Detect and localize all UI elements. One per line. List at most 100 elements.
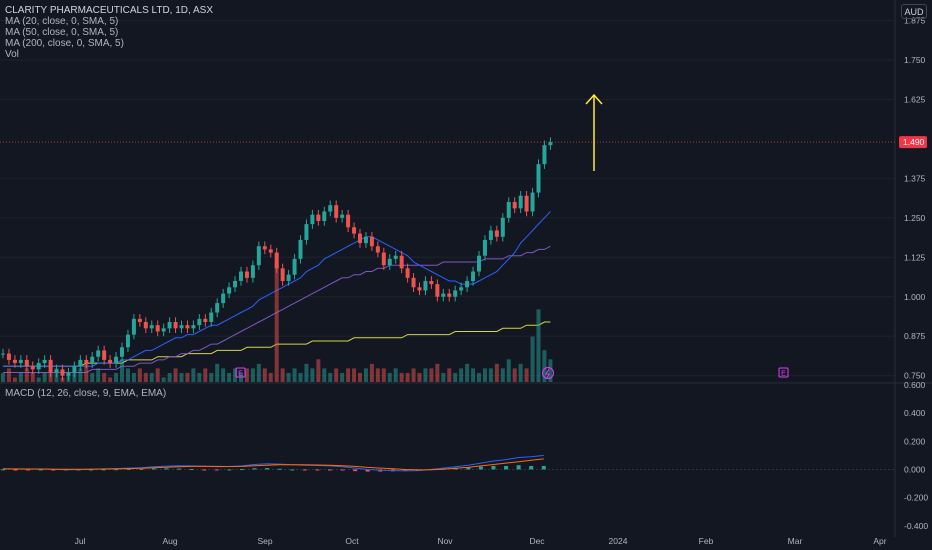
volume-bar xyxy=(173,368,178,382)
candle-body xyxy=(233,280,238,288)
time-tick-label: 2024 xyxy=(609,536,628,546)
volume-bar xyxy=(227,372,232,382)
volume-bar xyxy=(512,368,517,382)
price-tick-label: 1.625 xyxy=(904,94,926,104)
volume-bar xyxy=(197,372,202,382)
candle-body xyxy=(358,233,362,244)
price-tick-label: 0.750 xyxy=(904,371,926,381)
candle-body xyxy=(131,318,136,335)
macd-histogram-bar xyxy=(277,468,282,470)
volume-bar xyxy=(471,368,476,382)
candle-body xyxy=(298,239,303,259)
volume-bar xyxy=(352,368,357,382)
time-tick-label: Feb xyxy=(699,536,714,546)
time-tick-label: Nov xyxy=(437,536,453,546)
volume-bar xyxy=(102,372,107,382)
legend-vol[interactable]: Vol xyxy=(5,49,19,60)
candle-body xyxy=(1,353,5,355)
volume-bar xyxy=(12,377,17,382)
volume-bar xyxy=(274,264,279,382)
volume-bar xyxy=(1,372,5,382)
macd-histogram-bar xyxy=(265,468,270,470)
candle-body xyxy=(536,164,541,193)
macd-histogram-bar xyxy=(26,469,31,471)
earnings-badge xyxy=(778,367,789,378)
candle-body xyxy=(143,322,148,329)
macd-tick-label: -0.200 xyxy=(904,493,928,503)
macd-histogram-bar xyxy=(13,469,18,471)
earnings-badge xyxy=(235,367,246,378)
volume-bar xyxy=(24,368,29,382)
volume-bar xyxy=(209,372,214,382)
volume-bar xyxy=(286,372,291,382)
candle-body xyxy=(66,372,71,376)
macd-histogram-bar xyxy=(403,469,408,471)
candle-body xyxy=(90,356,95,364)
volume-bar xyxy=(536,309,541,382)
volume-bar xyxy=(399,372,404,382)
legend-ma20[interactable]: MA (20, close, 0, SMA, 5) xyxy=(5,16,119,27)
price-tick-label: 1.000 xyxy=(904,292,926,302)
candle-body xyxy=(417,287,422,291)
legend-ma50[interactable]: MA (50, close, 0, SMA, 5) xyxy=(5,27,119,38)
legend-ma200[interactable]: MA (200, close, 0, SMA, 5) xyxy=(5,38,124,49)
candle-body xyxy=(500,217,505,237)
price-tick-label: 1.875 xyxy=(904,16,926,26)
volume-bar xyxy=(233,368,238,382)
macd-histogram-bar xyxy=(478,466,483,470)
candle-body xyxy=(268,249,273,253)
macd-histogram-bar xyxy=(164,468,169,470)
macd-histogram-bar xyxy=(89,469,94,471)
candle-body xyxy=(548,142,553,146)
volume-bar xyxy=(244,368,249,382)
chart-grid xyxy=(0,0,932,537)
candle-body xyxy=(18,359,23,364)
volume-bar xyxy=(149,372,154,382)
legend-macd[interactable]: MACD (12, 26, close, 9, EMA, EMA) xyxy=(5,388,167,399)
candle-body xyxy=(30,366,35,370)
volume-bar xyxy=(292,368,297,382)
volume-bar xyxy=(30,372,35,382)
candle-body xyxy=(471,271,476,281)
volume-bar xyxy=(84,363,89,382)
candle-body xyxy=(239,271,243,281)
candle-body xyxy=(465,280,470,288)
candle-body xyxy=(482,239,487,256)
volume-bar xyxy=(518,363,523,382)
candle-body xyxy=(524,195,529,212)
volume-bar xyxy=(393,368,398,382)
time-tick-label: Oct xyxy=(345,536,359,546)
currency-button[interactable]: AUD xyxy=(901,4,927,19)
volume-bar xyxy=(221,368,226,382)
candle-body xyxy=(393,255,398,259)
volume-bar xyxy=(90,372,95,382)
candle-body xyxy=(179,325,184,329)
macd-pane: 0.600 0.400 0.200 0.000 -0.200 -0.400 xyxy=(0,380,928,531)
volume-bar xyxy=(78,368,83,382)
macd-histogram-bar xyxy=(51,469,56,471)
volume-bar xyxy=(548,359,553,382)
volume-bar xyxy=(340,372,345,382)
volume-bar xyxy=(215,363,220,382)
volume-bar xyxy=(322,368,327,382)
macd-histogram-bar xyxy=(189,469,194,471)
volume-bar xyxy=(447,368,452,382)
time-axis: Jul Aug Sep Oct Nov Dec 2024 Feb Mar Apr xyxy=(75,536,887,546)
macd-histogram-bar xyxy=(353,469,358,472)
macd-histogram-bar xyxy=(365,469,370,472)
candle-body xyxy=(203,318,208,323)
candle-body xyxy=(60,369,65,376)
candle-body xyxy=(72,366,77,373)
volume-bar xyxy=(417,372,422,382)
macd-tick-label: 0.400 xyxy=(904,408,926,418)
volume-bars xyxy=(1,264,553,382)
candle-body xyxy=(149,325,154,329)
candle-body xyxy=(102,350,107,360)
volume-bar xyxy=(191,368,196,382)
macd-line xyxy=(2,454,544,472)
volume-bar xyxy=(114,372,119,382)
volume-bar xyxy=(542,350,547,382)
candle-body xyxy=(399,255,404,269)
candle-body xyxy=(209,312,214,323)
